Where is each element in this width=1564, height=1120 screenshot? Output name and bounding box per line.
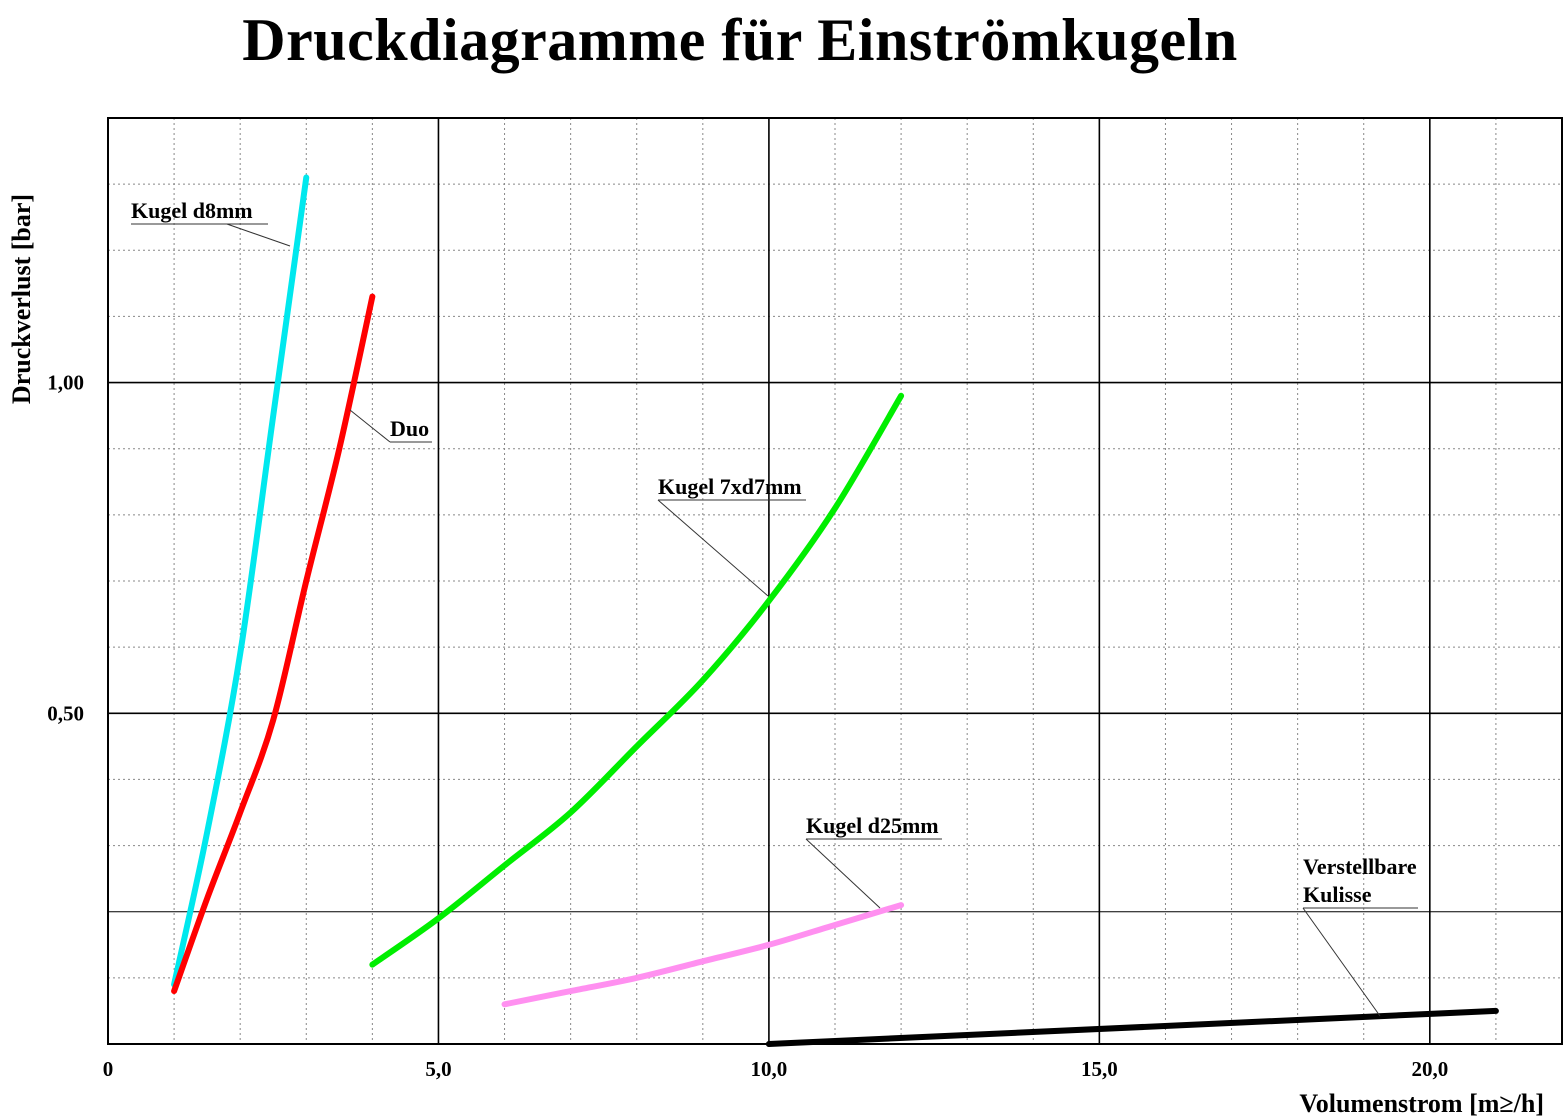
- y-tick-label: 0,50: [47, 701, 84, 725]
- y-tick-label: 1,00: [47, 371, 84, 395]
- series-line-kugel-d25mm: [501, 902, 905, 1008]
- plot-frame: [107, 117, 1563, 1045]
- y-axis-title: Druckverlust [bar]: [7, 194, 36, 404]
- leader-line-kugel-d8mm: [226, 223, 291, 247]
- series-label-verstellbare-kulisse: Verstellbare: [1303, 854, 1417, 879]
- x-axis-title: Volumenstrom [m≥/h]: [1299, 1089, 1544, 1118]
- x-tick-label: 15,0: [1081, 1057, 1118, 1081]
- label-leaders: Kugel d8mm Duo Kugel 7xd7mm Kugel d25mm Vers…: [131, 198, 1418, 1017]
- series-label-kugel-7xd7mm: Kugel 7xd7mm: [658, 474, 802, 499]
- leader-line-kugel-7xd7mm: [657, 499, 769, 597]
- leader-line-verstellbare-kulisse: [1302, 907, 1381, 1017]
- chart-title: Druckdiagramme für Einströmkugeln: [242, 7, 1238, 73]
- x-tick-label: 20,0: [1411, 1057, 1448, 1081]
- series-line-verstellbare-kulisse: [765, 1007, 1499, 1047]
- leader-line-duo: [349, 409, 391, 443]
- major-grid: [108, 118, 1562, 1044]
- x-tick-label: 5,0: [425, 1057, 451, 1081]
- tick-labels: 0 5,0 10,0 15,0 20,0 0,50 1,00: [47, 371, 1448, 1081]
- minor-grid: [108, 118, 1562, 1044]
- series-label-kugel-d25mm: Kugel d25mm: [806, 813, 939, 838]
- series-line-duo: [171, 293, 376, 995]
- series-layer: [171, 174, 1499, 1047]
- series-line-kugel-7xd7mm: [369, 392, 905, 968]
- x-tick-label: 0: [103, 1057, 114, 1081]
- series-label-duo: Duo: [390, 416, 429, 441]
- series-line-kugel-d8mm: [171, 174, 310, 988]
- series-label-kugel-d8mm: Kugel d8mm: [131, 198, 253, 223]
- x-tick-label: 10,0: [751, 1057, 788, 1081]
- series-label-verstellbare-kulisse: Kulisse: [1303, 882, 1372, 907]
- leader-line-kugel-d25mm: [805, 838, 881, 909]
